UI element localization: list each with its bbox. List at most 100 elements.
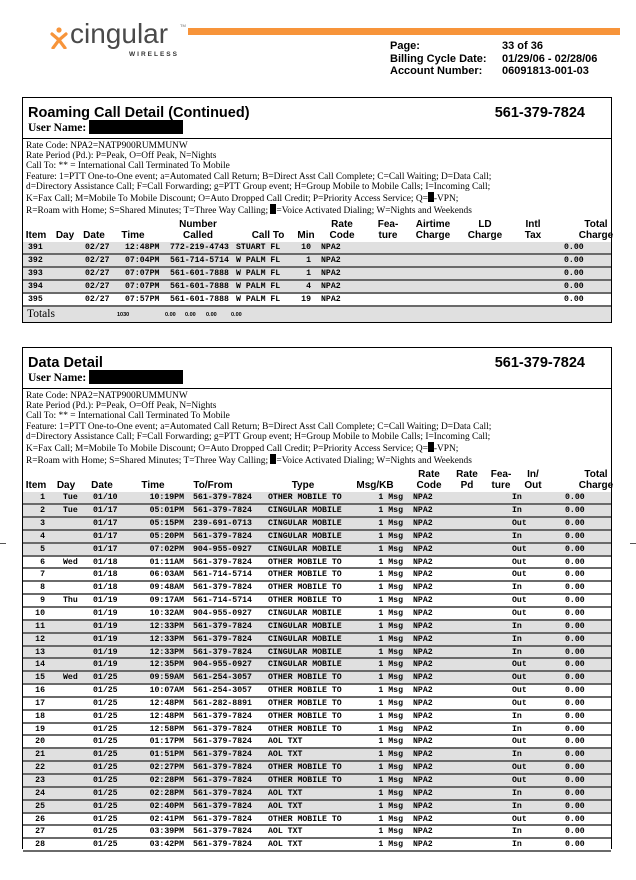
cell: 01/25 (93, 840, 118, 850)
cell: 01/25 (93, 827, 118, 837)
table-row: 10 01/19 10:32AM 904-955-0927 CINGULAR MOBIL… (23, 608, 611, 621)
cell: 561-379-7824 (193, 737, 252, 747)
cell: 561-379-7824 (193, 621, 252, 631)
cell: In (512, 634, 522, 644)
cell: 01:17PM (149, 737, 184, 747)
cell: 1 Msg (378, 840, 403, 850)
column-header-date: Date (83, 229, 105, 241)
table-row: 27 01/25 03:39PM 561-379-7824 AOL TXT 1 Msg NP… (23, 826, 611, 840)
cell: 393 (28, 269, 43, 279)
table-row: 22 01/25 02:27PM 561-379-7824 OTHER MOBILE T… (23, 762, 611, 775)
column-header-min: Min (297, 229, 315, 241)
cell: Out (512, 814, 527, 824)
cell: OTHER MOBILE TO (268, 596, 342, 606)
cell: 391 (28, 243, 43, 253)
legend-line: Feature: 1=PTT One-to-One event; a=Autom… (26, 172, 611, 182)
cell: 772-219-4743 (170, 243, 229, 253)
cell: Out (512, 596, 527, 606)
cell: 0.00 (565, 763, 585, 773)
cell: 561-379-7824 (193, 557, 252, 567)
cell: 12:35PM (149, 660, 184, 670)
cell: 1 Msg (378, 519, 403, 529)
cell: CINGULAR MOBILE (268, 519, 342, 529)
cell: 0.00 (565, 724, 585, 734)
cell: 26 (35, 814, 45, 824)
cell: 561-379-7824 (193, 506, 252, 516)
cell: 0.00 (565, 788, 585, 798)
totals-ld: 0.00 (185, 311, 196, 318)
cell: NPA2 (321, 243, 341, 253)
legend-line: Rate Period (Pd.): P=Peak, O=Off Peak, N… (26, 151, 611, 161)
cell: 28 (35, 840, 45, 850)
section-header: Data Detail 561-379-7824 User Name: (23, 348, 611, 389)
cingular-logo-icon (50, 27, 68, 49)
cell: 0.00 (565, 647, 585, 657)
cell: OTHER MOBILE TO (268, 711, 342, 721)
cell: 01/19 (93, 660, 118, 670)
cell: 1 Msg (378, 814, 403, 824)
cell: W PALM FL (236, 294, 281, 304)
column-header-fea-ture: Fea- ture (490, 469, 512, 491)
table-row: 23 01/25 02:28PM 561-379-7824 OTHER MOBILE T… (23, 774, 611, 788)
cell: 0.00 (565, 544, 585, 554)
column-header-time: Time (141, 479, 165, 491)
cell: 21 (35, 750, 45, 760)
cell: NPA2 (413, 775, 433, 785)
cell: 01/25 (93, 763, 118, 773)
table-row: 26 01/25 02:41PM 561-379-7824 OTHER MOBILE T… (23, 814, 611, 827)
cell: 0.00 (565, 814, 585, 824)
cell: 02/27 (85, 256, 110, 266)
cell: Tue (63, 506, 78, 516)
cell: 12 (35, 634, 45, 644)
redaction-block (270, 454, 277, 465)
cell: NPA2 (413, 557, 433, 567)
cell: 1 Msg (378, 673, 403, 683)
cell: Thu (63, 596, 78, 606)
legend-text: Rate Code: NPA2=NATP900RUMMUNW (26, 141, 188, 151)
cell: 0.00 (565, 557, 585, 567)
cell: 1 Msg (378, 660, 403, 670)
table-row: 8 01/18 09:48AM 561-379-7824 OTHER MOBILE TO… (23, 582, 611, 596)
cell: In (512, 827, 522, 837)
billing-cycle-label: Billing Cycle Date: (390, 52, 487, 65)
cell: OTHER MOBILE TO (268, 775, 342, 785)
cell: 2 (40, 506, 45, 516)
table-row: 2 Tue 01/17 05:01PM 561-379-7824 CINGULAR MOB… (23, 505, 611, 519)
cell: 561-379-7824 (193, 788, 252, 798)
cell: 561-714-5714 (193, 570, 252, 580)
cell: 13 (35, 647, 45, 657)
cell: Out (512, 698, 527, 708)
cell: NPA2 (413, 711, 433, 721)
cell: 02/27 (85, 281, 110, 291)
legend-text: R=Roam with Home; S=Shared Minutes; T=Th… (26, 206, 271, 217)
cell: 09:59AM (149, 673, 184, 683)
cell: NPA2 (413, 634, 433, 644)
cell: 561-282-8891 (193, 698, 252, 708)
cell: 07:07PM (125, 281, 160, 291)
cell: 561-379-7824 (193, 531, 252, 541)
legend-text: Feature: 1=PTT One-to-One event; a=Autom… (26, 171, 492, 182)
cell: 0.00 (565, 750, 585, 760)
cell: 10:19PM (149, 493, 184, 503)
cell: 01:11AM (149, 557, 184, 567)
cell: NPA2 (413, 519, 433, 529)
cell: 0.00 (564, 256, 584, 266)
cell: STUART FL (236, 243, 281, 253)
cell: 02:40PM (149, 801, 184, 811)
cell: 1 Msg (378, 583, 403, 593)
cell: 02/27 (85, 269, 110, 279)
margin-mark (630, 543, 636, 544)
cell: 561-379-7824 (193, 801, 252, 811)
roaming-call-detail-section: Roaming Call Detail (Continued) 561-379-… (22, 97, 613, 323)
cell: 12:33PM (149, 634, 184, 644)
column-header-total-charge: Total Charge (578, 219, 614, 241)
cell: NPA2 (321, 294, 341, 304)
cell: 9 (40, 596, 45, 606)
cell: 01/17 (93, 519, 118, 529)
cell: 0.00 (565, 737, 585, 747)
cell: 01/25 (93, 775, 118, 785)
cell: 0.00 (565, 801, 585, 811)
cell: 1 Msg (378, 711, 403, 721)
cell: In (512, 647, 522, 657)
cell: AOL TXT (268, 840, 303, 850)
